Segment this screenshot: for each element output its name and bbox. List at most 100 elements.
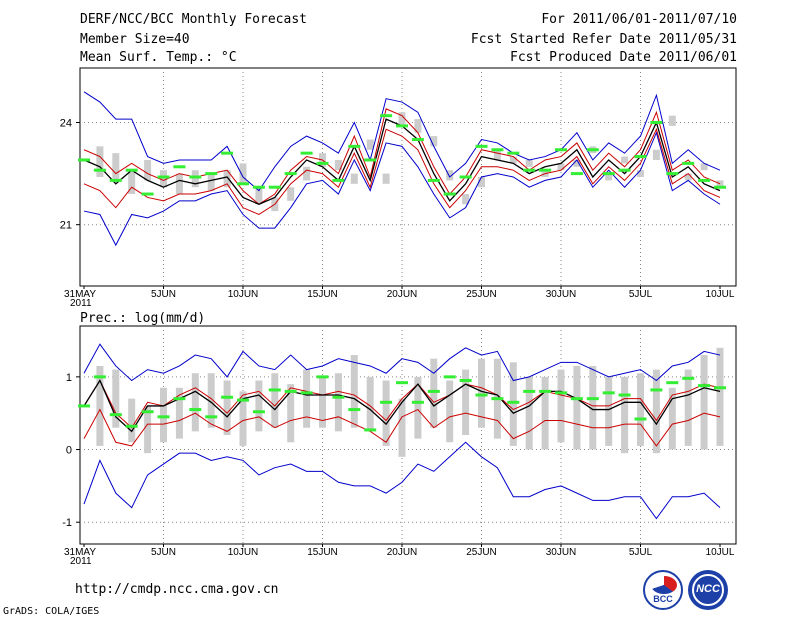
temp-percentile-box xyxy=(430,136,438,147)
prec-percentile-box xyxy=(319,376,326,428)
prec-x-tick-label: 5JUN xyxy=(151,547,176,558)
temp-observation-mark xyxy=(109,178,122,182)
temp-percentile-box xyxy=(223,170,231,188)
prec-percentile-box xyxy=(589,365,597,450)
temp-observation-mark xyxy=(78,158,90,162)
temp-percentile-box xyxy=(462,194,470,205)
prec-observation-mark xyxy=(173,397,186,401)
temp-plot-frame xyxy=(79,67,737,287)
temp-observation-mark xyxy=(411,138,424,142)
temp-p10-line xyxy=(83,127,721,216)
temp-y-tick-label: 24 xyxy=(60,118,72,130)
prec-max-line xyxy=(83,343,721,382)
temp-observation-mark xyxy=(93,168,106,172)
temp-percentile-box xyxy=(350,173,358,184)
prec-observation-mark xyxy=(125,424,138,428)
temp-observation-mark xyxy=(682,161,695,165)
prec-observation-mark xyxy=(698,384,711,388)
temp-observation-mark xyxy=(173,165,186,169)
prec-plot-frame xyxy=(79,325,737,545)
ncc-globe-icon xyxy=(692,574,724,606)
prec-observation-mark xyxy=(523,389,536,393)
prec-observation-mark xyxy=(332,395,345,399)
prec-percentile-box xyxy=(239,391,247,446)
temp-observation-mark xyxy=(157,175,170,179)
prec-percentile-box xyxy=(334,373,342,432)
bcc-swirl-icon xyxy=(651,576,677,594)
prec-observation-mark xyxy=(411,400,424,404)
prec-percentile-box xyxy=(478,358,485,428)
prec-observation-mark xyxy=(189,408,202,412)
temp-observation-mark xyxy=(491,148,504,152)
prec-observation-mark xyxy=(666,381,679,385)
prec-percentile-box xyxy=(637,373,644,446)
temp-observation-mark xyxy=(189,175,202,179)
prec-y-tick-label: 0 xyxy=(66,445,72,457)
prec-observation-mark xyxy=(252,410,265,414)
temp-observation-mark xyxy=(443,192,456,196)
prec-observation-mark xyxy=(475,393,488,397)
temp-observation-mark xyxy=(252,185,265,189)
ncc-logo: NCC xyxy=(688,570,728,610)
prec-observation-mark xyxy=(618,393,631,397)
temp-percentile-box xyxy=(303,166,311,181)
prec-y-tick-label: 1 xyxy=(66,372,72,384)
temp-percentile-box xyxy=(478,177,485,188)
prec-x-tick-label: 25JUN xyxy=(466,547,497,558)
forecast-period: For 2011/06/01-2011/07/10 xyxy=(541,12,737,27)
prec-observation-mark xyxy=(570,397,583,401)
temp-percentile-box xyxy=(144,159,152,181)
temp-percentile-box xyxy=(509,156,517,164)
temp-observation-mark xyxy=(459,175,472,179)
temp-observation-mark xyxy=(539,168,552,172)
temp-percentile-box xyxy=(287,187,295,201)
prec-observation-mark xyxy=(78,404,90,408)
prec-observation-mark xyxy=(364,428,377,432)
temp-percentile-box xyxy=(239,163,247,184)
temp-percentile-box xyxy=(525,159,533,167)
prec-observation-mark xyxy=(221,395,234,399)
prec-percentile-box xyxy=(621,376,629,454)
prec-x-tick-label: 30JUN xyxy=(546,547,577,558)
prec-observation-mark xyxy=(93,375,106,379)
temp-x-tick-label: 31MAY xyxy=(64,289,96,300)
temp-observation-mark xyxy=(555,148,567,152)
prec-percentile-box xyxy=(223,380,231,435)
prec-observation-mark xyxy=(268,388,281,392)
temp-observation-mark xyxy=(380,114,393,118)
prec-mean-line xyxy=(83,379,721,433)
prec-percentile-box xyxy=(350,355,358,428)
prec-observation-mark xyxy=(300,391,313,395)
prec-observation-mark xyxy=(205,415,218,419)
prec-percentile-box xyxy=(366,376,374,432)
prec-percentile-box xyxy=(398,398,406,457)
temp-percentile-box xyxy=(128,170,136,195)
temp-observation-mark xyxy=(348,144,361,148)
temp-percentile-box xyxy=(637,170,644,177)
prec-observation-mark xyxy=(634,417,647,421)
footer-url: http://cmdp.ncc.cma.gov.cn xyxy=(75,582,279,597)
temp-percentile-box xyxy=(605,173,613,181)
temp-percentile-box xyxy=(684,173,692,181)
prec-percentile-box xyxy=(525,376,533,450)
produced-date: Fcst Produced Date 2011/06/01 xyxy=(510,50,737,65)
prec-percentile-box xyxy=(191,373,199,432)
member-size: Member Size=40 xyxy=(80,32,190,47)
temp-percentile-box xyxy=(175,173,183,195)
prec-percentile-box xyxy=(303,369,311,428)
temp-x-tick-label: 15JUN xyxy=(307,289,338,300)
temp-observation-mark xyxy=(618,168,631,172)
prec-percentile-box xyxy=(287,384,295,443)
prec-observation-mark xyxy=(459,379,472,382)
temp-percentile-box xyxy=(334,159,342,171)
prec-percentile-box xyxy=(255,380,263,432)
prec-percentile-box xyxy=(573,365,581,450)
prec-percentile-box xyxy=(207,373,215,428)
bcc-logo: BCC xyxy=(643,570,683,610)
prec-x-tick-label: 2011 xyxy=(70,556,92,567)
temp-percentile-box xyxy=(573,159,581,167)
temp-percentile-box xyxy=(668,115,676,126)
temp-observation-mark xyxy=(364,158,377,162)
prec-x-tick-label: 15JUN xyxy=(307,547,338,558)
prec-percentile-box xyxy=(414,376,422,439)
